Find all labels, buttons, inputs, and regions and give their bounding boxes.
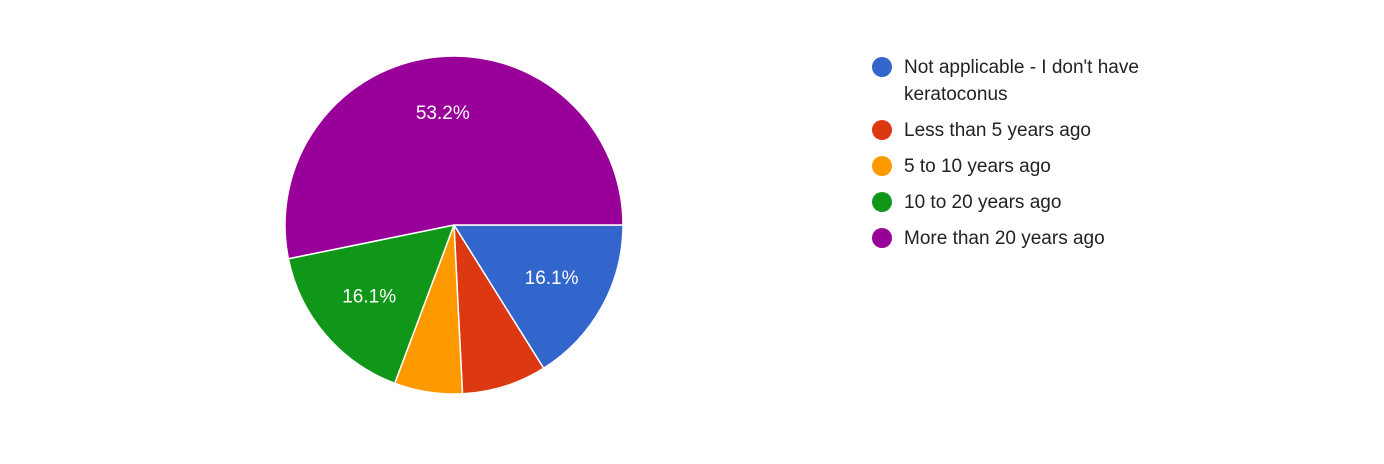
legend-swatch: [872, 57, 892, 77]
slice-label: 16.1%: [342, 286, 396, 307]
slice-label: 53.2%: [416, 103, 470, 124]
legend-label: Less than 5 years ago: [904, 120, 1091, 141]
pie-slice: [452, 224, 624, 370]
pie-slice: [287, 223, 456, 385]
legend: Not applicable - I don't have keratoconu…: [872, 54, 1202, 261]
legend-item: Not applicable - I don't have keratoconu…: [872, 54, 1202, 108]
legend-item: Less than 5 years ago: [872, 117, 1202, 144]
pie-slice: [284, 55, 624, 260]
legend-item: More than 20 years ago: [872, 225, 1202, 252]
legend-label: More than 20 years ago: [904, 228, 1105, 249]
legend-swatch: [872, 156, 892, 176]
legend-label: 5 to 10 years ago: [904, 156, 1051, 177]
legend-swatch: [872, 120, 892, 140]
legend-item: 10 to 20 years ago: [872, 189, 1202, 216]
legend-label: 10 to 20 years ago: [904, 192, 1062, 213]
legend-swatch: [872, 228, 892, 248]
slice-label: 16.1%: [525, 268, 579, 289]
legend-swatch: [872, 192, 892, 212]
legend-label: Not applicable - I don't have keratoconu…: [904, 57, 1139, 105]
legend-item: 5 to 10 years ago: [872, 153, 1202, 180]
